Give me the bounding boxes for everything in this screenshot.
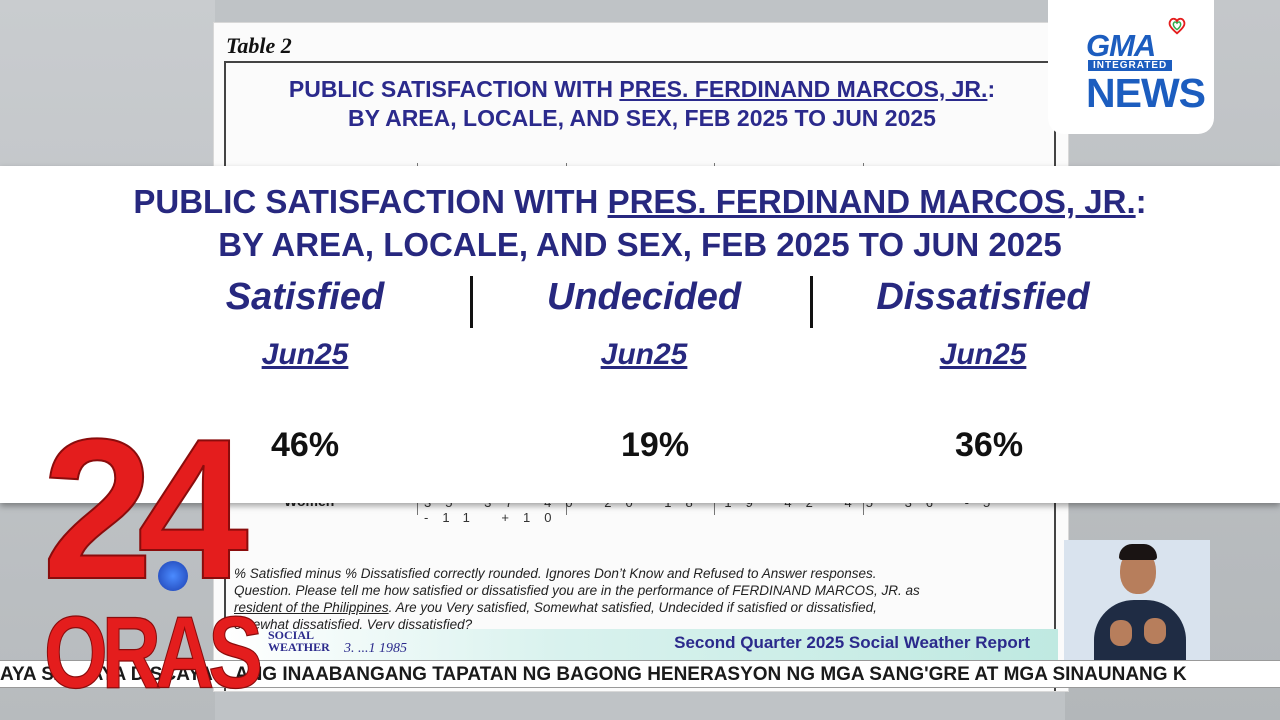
document-title-suffix: : (987, 76, 996, 102)
overlay-title-name: PRES. FERDINAND MARCOS, JR. (607, 183, 1136, 220)
news-ticker: AYA SA AYA DISCAYA ANG INAABANGANG TAPATAN… (0, 660, 1280, 688)
overlay-title-suffix: : (1135, 183, 1147, 220)
column-label: Dissatisfied (876, 276, 1090, 318)
globe-icon (158, 561, 188, 591)
overlay-title-line2: BY AREA, LOCALE, AND SEX, FEB 2025 TO JU… (218, 226, 1062, 263)
gma-logo-text: GMA (1086, 28, 1156, 63)
note-line: omewhat dissatisfied, Very dissatisfied? (234, 617, 473, 632)
interpreter-hand (1144, 618, 1166, 644)
gma-logo-news: NEWS (1086, 70, 1206, 116)
overlay-title: PUBLIC SATISFACTION WITH PRES. FERDINAND… (0, 180, 1280, 266)
column-label: Satisfied (225, 276, 385, 318)
column-divider (810, 276, 813, 328)
note-line: Question. Please tell me how satisfied o… (234, 583, 920, 598)
sws-logo-line: WEATHER (268, 640, 330, 654)
satisfied-column: Satisfied Jun25 (175, 276, 435, 372)
dissatisfied-value: 36% (955, 426, 1024, 464)
undecided-column: Undecided Jun25 (514, 276, 774, 372)
note-underlined: resident of the Philippines (234, 600, 389, 615)
satisfied-value: 46% (271, 426, 340, 464)
column-period: Jun25 (939, 338, 1027, 371)
ticker-item: AYA DISCAYA (89, 664, 213, 685)
oras-logo-word: ORAS (44, 596, 264, 711)
document-title-name: PRES. FERDINAND MARCOS, JR. (619, 76, 988, 102)
dissatisfied-column: Dissatisfied Jun25 (853, 276, 1113, 372)
heart-icon (1168, 17, 1186, 35)
column-divider (470, 276, 473, 328)
column-period: Jun25 (261, 338, 349, 371)
interpreter-body (1094, 600, 1186, 660)
gma-logo-integrated: INTEGRATED (1088, 60, 1173, 71)
document-title: PUBLIC SATISFACTION WITH PRES. FERDINAND… (214, 75, 1068, 133)
document-title-line2: BY AREA, LOCALE, AND SEX, FEB 2025 TO JU… (348, 105, 936, 131)
note-line: resident of the Philippines. Are you Ver… (234, 599, 1054, 616)
sign-language-interpreter (1064, 540, 1210, 660)
oras-logo-number: 24 (41, 398, 250, 621)
overlay-title-prefix: PUBLIC SATISFACTION WITH (133, 183, 608, 220)
column-label: Undecided (546, 276, 742, 318)
interpreter-hair (1119, 544, 1157, 560)
document-title-prefix: PUBLIC SATISFACTION WITH (288, 76, 620, 102)
undecided-value: 19% (621, 426, 690, 464)
ticker-item: ANG INAABANGANG TAPATAN NG BAGONG HENERA… (234, 664, 1187, 685)
note-line: % Satisfied minus % Dissatisfied correct… (234, 566, 877, 581)
ticker-item: AYA SA (0, 664, 68, 685)
note-text: . Are you Very satisfied, Somewhat satis… (388, 600, 877, 615)
column-period: Jun25 (600, 338, 688, 371)
sws-logo: SOCIAL WEATHER (268, 629, 330, 653)
gma-news-logo: GMA INTEGRATED NEWS (1048, 0, 1214, 134)
zoom-overlay: PUBLIC SATISFACTION WITH PRES. FERDINAND… (0, 166, 1280, 503)
24-oras-logo: 24 ORAS (40, 398, 263, 711)
interpreter-hand (1110, 620, 1132, 646)
ticker-text: AYA SA AYA DISCAYA ANG INAABANGANG TAPATAN… (0, 664, 1187, 686)
footer-title: Second Quarter 2025 Social Weather Repor… (674, 633, 1030, 652)
table-caption: Table 2 (226, 33, 292, 58)
document-notes: % Satisfied minus % Dissatisfied correct… (234, 565, 1054, 633)
sws-logo-line: SOCIAL (268, 628, 315, 642)
footer-signature: 3. ...1 1985 (344, 641, 407, 656)
